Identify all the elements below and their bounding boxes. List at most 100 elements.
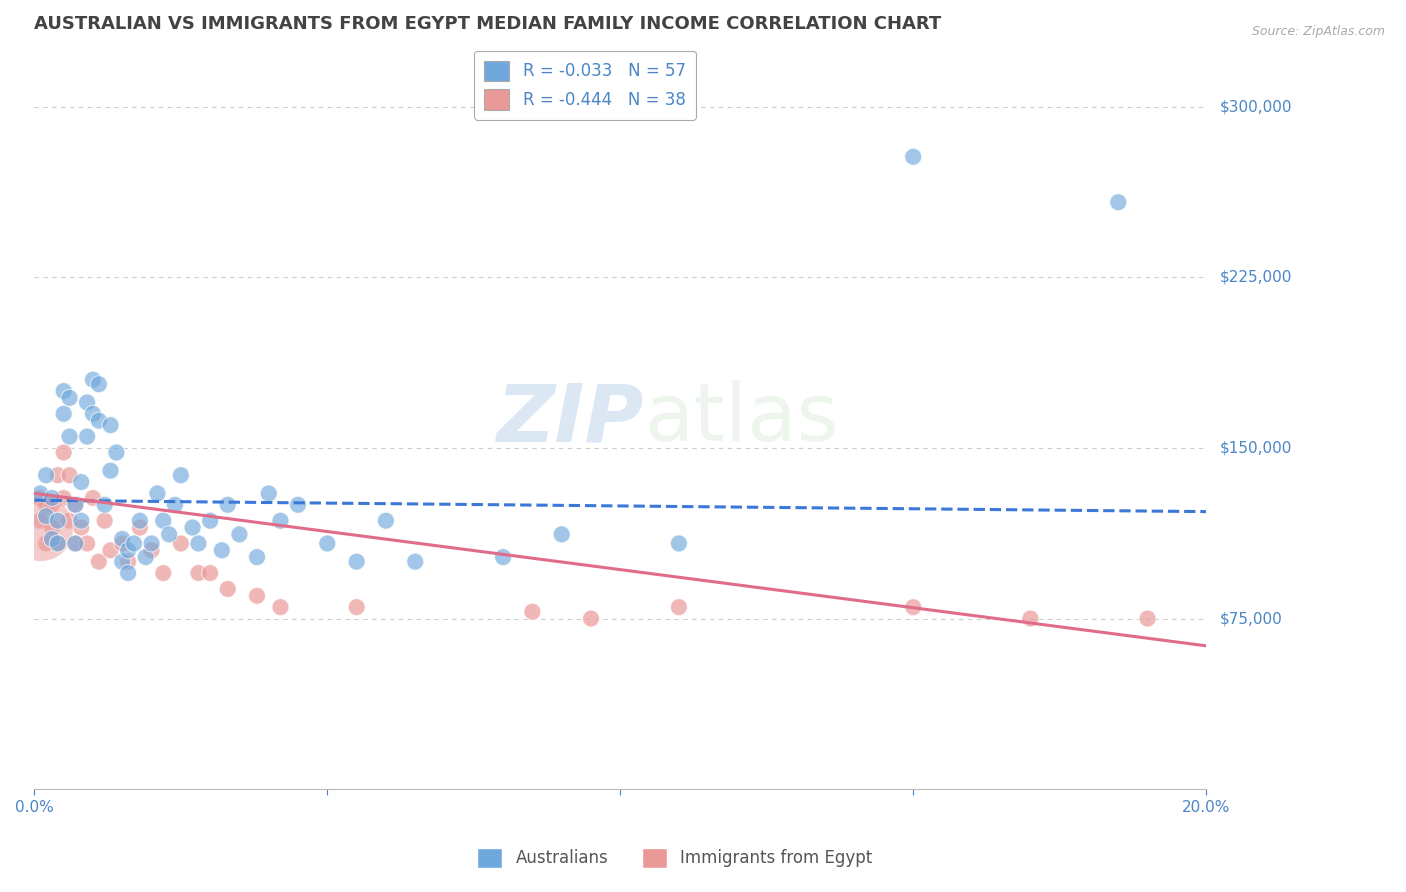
Point (187, 566, 209, 580)
Point (41, 491, 63, 505)
Point (135, 550, 157, 565)
Point (217, 498, 239, 512)
Point (30, 486, 52, 500)
Text: ZIP: ZIP (496, 381, 644, 458)
Point (41, 498, 63, 512)
Point (65, 498, 87, 512)
Text: $300,000: $300,000 (1220, 99, 1292, 114)
Point (46, 514, 69, 528)
Point (246, 589, 269, 603)
Point (111, 555, 134, 569)
Point (82, 491, 104, 505)
Point (579, 611, 602, 625)
Point (65, 536, 87, 550)
Legend: Australians, Immigrants from Egypt: Australians, Immigrants from Egypt (471, 841, 879, 875)
Point (76, 536, 98, 550)
Point (146, 486, 169, 500)
Point (82, 407, 104, 421)
Point (46, 468, 69, 483)
Point (117, 566, 139, 580)
Point (70, 514, 93, 528)
Point (316, 536, 339, 550)
Point (141, 543, 163, 558)
Point (52, 407, 75, 421)
Point (82, 373, 104, 387)
Point (522, 605, 544, 619)
Point (128, 514, 150, 528)
Point (903, 150, 925, 164)
Point (70, 520, 93, 534)
Point (117, 555, 139, 569)
Point (100, 543, 122, 558)
Point (1136, 611, 1159, 625)
Point (228, 527, 250, 541)
Point (141, 536, 163, 550)
Point (157, 527, 180, 541)
Point (152, 514, 174, 528)
Text: atlas: atlas (644, 381, 838, 458)
Point (211, 543, 233, 558)
Point (550, 527, 572, 541)
Text: AUSTRALIAN VS IMMIGRANTS FROM EGYPT MEDIAN FAMILY INCOME CORRELATION CHART: AUSTRALIAN VS IMMIGRANTS FROM EGYPT MEDI… (34, 15, 942, 33)
Point (128, 520, 150, 534)
Point (903, 600, 925, 615)
Point (76, 429, 98, 443)
Point (163, 498, 186, 512)
Point (46, 536, 69, 550)
Point (287, 498, 309, 512)
Point (87, 377, 110, 392)
Point (217, 582, 239, 596)
Point (198, 514, 221, 528)
Point (346, 555, 368, 569)
Point (187, 536, 209, 550)
Point (181, 520, 204, 534)
Point (30, 520, 52, 534)
Point (374, 514, 396, 528)
Point (100, 464, 122, 478)
Point (346, 600, 368, 615)
Point (105, 445, 128, 459)
Point (58, 391, 80, 405)
Point (52, 384, 75, 398)
Point (93, 498, 115, 512)
Text: $225,000: $225,000 (1220, 269, 1292, 285)
Point (269, 600, 291, 615)
Point (52, 445, 75, 459)
Point (1019, 611, 1042, 625)
Point (35, 509, 58, 524)
Text: Source: ZipAtlas.com: Source: ZipAtlas.com (1251, 25, 1385, 38)
Point (404, 555, 426, 569)
Point (30, 514, 52, 528)
Point (100, 418, 122, 433)
Point (257, 486, 280, 500)
Point (198, 566, 221, 580)
Point (111, 536, 134, 550)
Point (668, 600, 690, 615)
Point (41, 520, 63, 534)
Point (492, 550, 515, 565)
Point (122, 536, 145, 550)
Point (52, 491, 75, 505)
Point (58, 514, 80, 528)
Point (76, 395, 98, 409)
Point (170, 468, 193, 483)
Point (46, 536, 69, 550)
Text: $150,000: $150,000 (1220, 441, 1292, 456)
Point (35, 498, 58, 512)
Point (668, 536, 690, 550)
Point (269, 514, 291, 528)
Point (30, 491, 52, 505)
Point (58, 468, 80, 483)
Point (70, 475, 93, 489)
Point (1107, 195, 1129, 210)
Legend: R = -0.033   N = 57, R = -0.444   N = 38: R = -0.033 N = 57, R = -0.444 N = 38 (474, 51, 696, 120)
Point (170, 536, 193, 550)
Point (246, 550, 269, 565)
Point (35, 468, 58, 483)
Text: $75,000: $75,000 (1220, 611, 1282, 626)
Point (58, 429, 80, 443)
Point (87, 555, 110, 569)
Point (41, 532, 63, 546)
Point (35, 536, 58, 550)
Point (93, 514, 115, 528)
